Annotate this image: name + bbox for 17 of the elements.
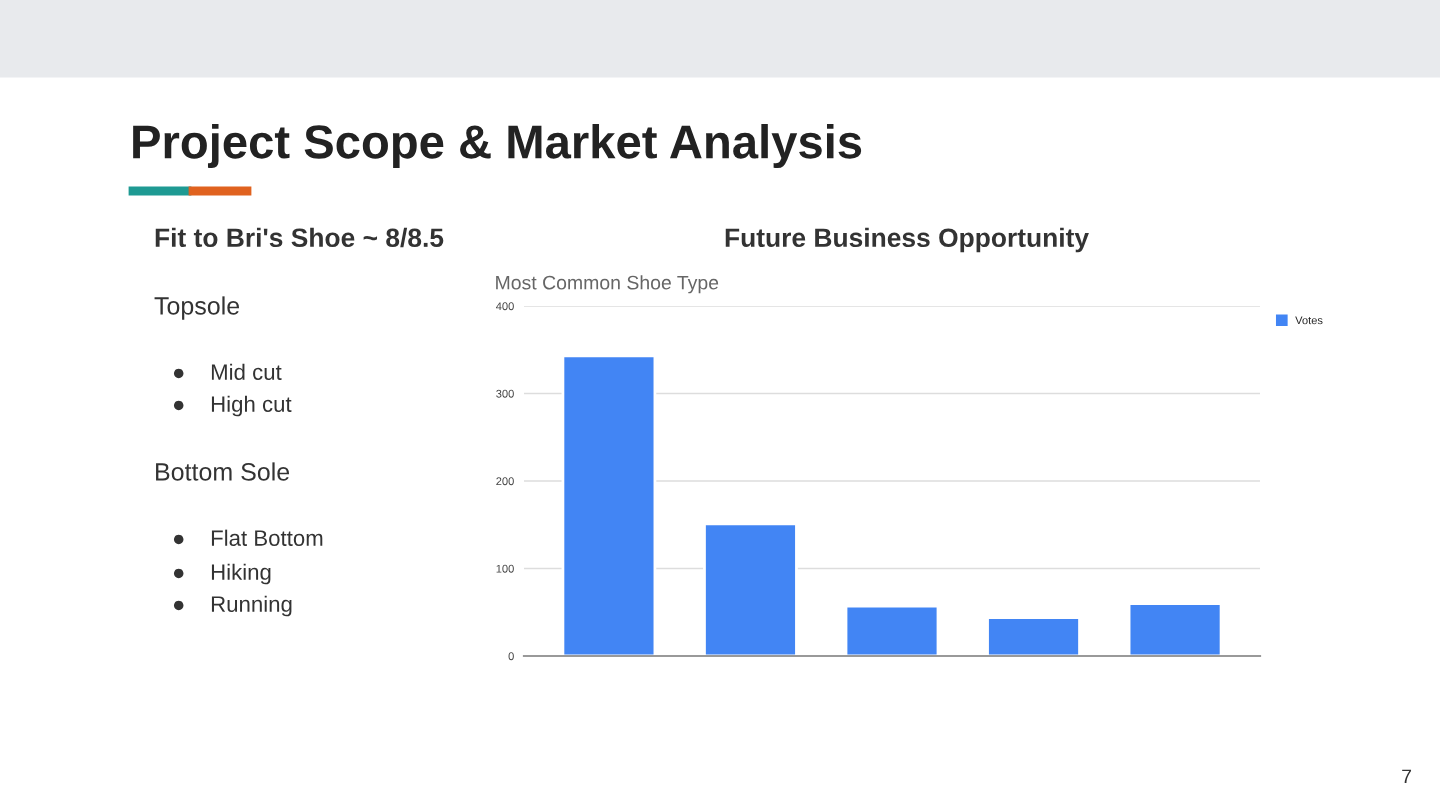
text: 7: [1402, 769, 1412, 784]
text: Project Scope & Market Analysis: [133, 123, 862, 169]
text: Future Business Opportunity: [725, 227, 1089, 253]
bar: [703, 522, 798, 656]
text: Fit to Bri's Shoe ~ 8/8.5: [155, 227, 444, 248]
bar: [986, 616, 1081, 656]
text: ● Running: [173, 595, 292, 617]
chart-title: Most Common Shoe Type: [496, 275, 719, 294]
bar: [1127, 602, 1223, 656]
bar: [844, 604, 940, 656]
bar: [561, 354, 657, 656]
text: Bottom Sole: [156, 462, 290, 481]
text: ● High cut: [173, 395, 292, 417]
text: Topsole: [154, 296, 240, 320]
text: ● Mid cut: [173, 363, 282, 380]
text: ● Flat Bottom: [173, 529, 323, 546]
text: ● Hiking: [173, 563, 271, 585]
